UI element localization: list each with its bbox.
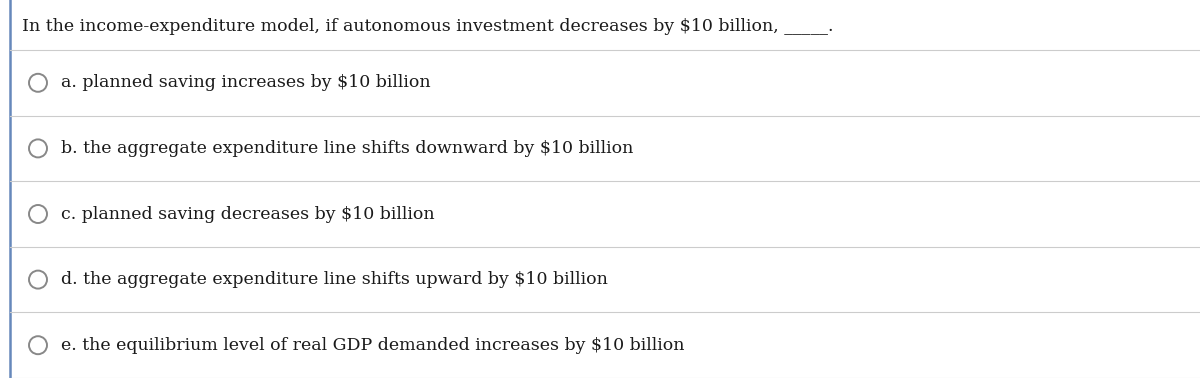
Text: d. the aggregate expenditure line shifts upward by $10 billion: d. the aggregate expenditure line shifts… [61, 271, 608, 288]
Text: e. the equilibrium level of real GDP demanded increases by $10 billion: e. the equilibrium level of real GDP dem… [61, 337, 684, 354]
Text: c. planned saving decreases by $10 billion: c. planned saving decreases by $10 billi… [61, 206, 434, 223]
Text: a. planned saving increases by $10 billion: a. planned saving increases by $10 billi… [61, 74, 431, 91]
Text: In the income-expenditure model, if autonomous investment decreases by $10 billi: In the income-expenditure model, if auto… [22, 18, 833, 35]
Text: b. the aggregate expenditure line shifts downward by $10 billion: b. the aggregate expenditure line shifts… [61, 140, 634, 157]
